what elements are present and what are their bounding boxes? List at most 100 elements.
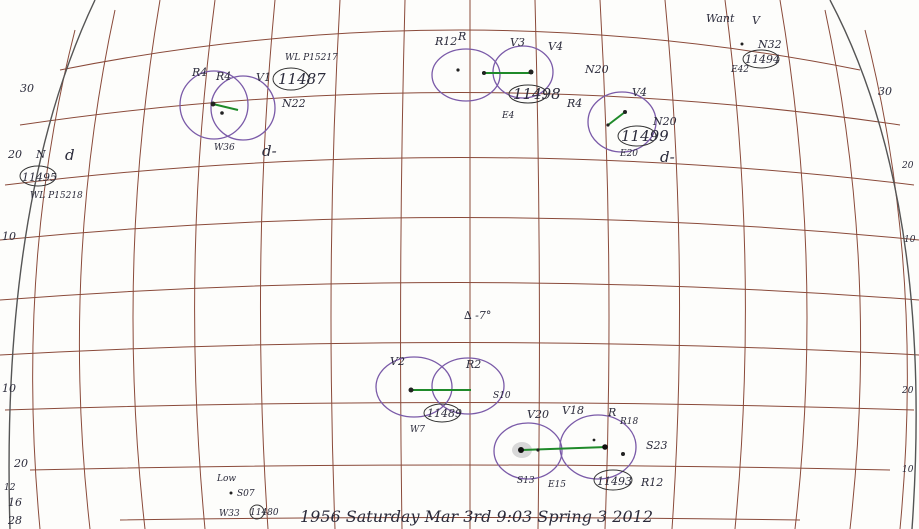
spot-label: R4 xyxy=(566,97,582,110)
latitude-line xyxy=(119,517,801,521)
longitude-line xyxy=(78,9,116,529)
spot-label: E42 xyxy=(730,65,749,75)
longitude-line xyxy=(824,9,862,529)
region-number: 11493 xyxy=(597,475,632,488)
sunspot xyxy=(536,448,540,452)
spot-label: N22 xyxy=(281,97,306,110)
longitude-line xyxy=(534,0,540,529)
spot-label: S10 xyxy=(493,391,511,401)
sunspot-ring xyxy=(431,48,501,102)
spot-label: S07 xyxy=(237,489,255,499)
region-number: 11489 xyxy=(427,407,462,420)
margin-label: 12 xyxy=(4,483,16,493)
region-number: 11495 xyxy=(22,171,57,184)
sunspot xyxy=(602,444,608,450)
spot-label: Want xyxy=(706,12,735,25)
spot-label: N20 xyxy=(652,115,677,128)
spot-label: V4 xyxy=(632,86,647,99)
center-note: ∆ -7° xyxy=(464,309,491,322)
spot-label: N32 xyxy=(757,38,782,51)
observation-footer: 1956 Saturday Mar 3rd 9:03 Spring 3 2012 xyxy=(300,507,653,526)
spot-label: V xyxy=(752,14,761,27)
spot-label: R4 xyxy=(215,70,231,83)
region-note: WL P15217 xyxy=(285,53,338,63)
sunspot xyxy=(592,438,596,442)
region-number-oval xyxy=(423,403,461,423)
sunspot xyxy=(528,69,534,75)
sunspot-ring xyxy=(431,357,505,415)
longitude-line xyxy=(724,0,746,529)
region-11499: 11499 R4 V4 N20 E20 d- xyxy=(566,86,677,166)
margin-label: 20 xyxy=(7,148,22,161)
spot-label: d xyxy=(65,146,75,164)
region-number-oval xyxy=(593,469,633,491)
margin-label: 20 xyxy=(901,386,914,396)
spot-label: N20 xyxy=(584,63,609,76)
sunspot xyxy=(408,387,414,393)
region-11493: 11493 V20 V18 R R18 S23 R12 S13 E15 xyxy=(493,404,668,491)
sunspot xyxy=(456,68,460,72)
longitude-line xyxy=(779,0,808,529)
region-number-oval xyxy=(19,165,57,187)
longitude-line xyxy=(132,0,161,529)
sunspot-ring xyxy=(179,70,249,140)
spot-label: E4 xyxy=(501,111,515,121)
region-11480: 11480 Low S07 W33 xyxy=(216,474,279,520)
sunspot xyxy=(229,491,233,495)
margin-label: 30 xyxy=(20,82,34,95)
region-11495: 11495 N d WL P15218 xyxy=(19,146,83,201)
spot-label: R2 xyxy=(465,358,481,371)
longitude-lines xyxy=(32,0,908,529)
spot-label: W7 xyxy=(410,425,425,435)
margin-label: 16 xyxy=(8,496,22,509)
longitude-line xyxy=(400,0,406,529)
sunspot xyxy=(623,110,627,114)
spot-label: W36 xyxy=(214,143,235,153)
region-11487: 11487 R4 R4 V1 N22 W36 d- WL P15217 xyxy=(179,53,338,160)
spot-label: V1 xyxy=(256,71,271,84)
margin-label: 20 xyxy=(901,161,914,171)
spot-label: V2 xyxy=(390,355,405,368)
latitude-line xyxy=(29,464,891,471)
spot-label: V4 xyxy=(548,40,563,53)
sunspot xyxy=(210,101,216,107)
latitude-line xyxy=(4,157,915,186)
sunspot xyxy=(740,42,744,46)
region-number-oval xyxy=(249,504,265,520)
margin-label: 10 xyxy=(902,465,914,475)
spot-label: V18 xyxy=(562,404,584,417)
spot-label: N xyxy=(35,148,46,161)
spot-label: V3 xyxy=(510,36,525,49)
margin-label: 20 xyxy=(13,457,28,470)
margin-labels-left: 30 20 10 10 20 12 16 28 xyxy=(2,82,34,527)
margin-label: 10 xyxy=(904,235,916,245)
spot-label: Low xyxy=(216,474,236,484)
region-number: 11494 xyxy=(745,53,780,66)
spot-label: E20 xyxy=(619,149,638,159)
limb-left xyxy=(8,0,96,529)
region-number-oval xyxy=(272,67,310,91)
spot-label: S13 xyxy=(517,476,535,486)
spot-link xyxy=(212,103,239,111)
longitude-line xyxy=(864,29,908,529)
margin-label: 28 xyxy=(7,514,22,527)
margin-label: 10 xyxy=(2,382,16,395)
region-number-oval xyxy=(742,49,780,69)
latitude-line xyxy=(59,29,861,71)
sunspot xyxy=(518,447,524,453)
longitude-line xyxy=(599,0,610,529)
longitude-line xyxy=(259,0,276,529)
spot-label: R xyxy=(457,30,466,43)
latitude-line xyxy=(19,92,901,126)
margin-label: 10 xyxy=(2,230,16,243)
region-number-oval xyxy=(617,125,657,147)
latitude-line xyxy=(4,402,915,411)
longitude-line xyxy=(194,0,216,529)
sunspot-ring xyxy=(210,75,276,141)
latitude-line xyxy=(0,217,919,241)
sunspot-ring xyxy=(559,414,637,480)
sunspot xyxy=(621,452,625,456)
